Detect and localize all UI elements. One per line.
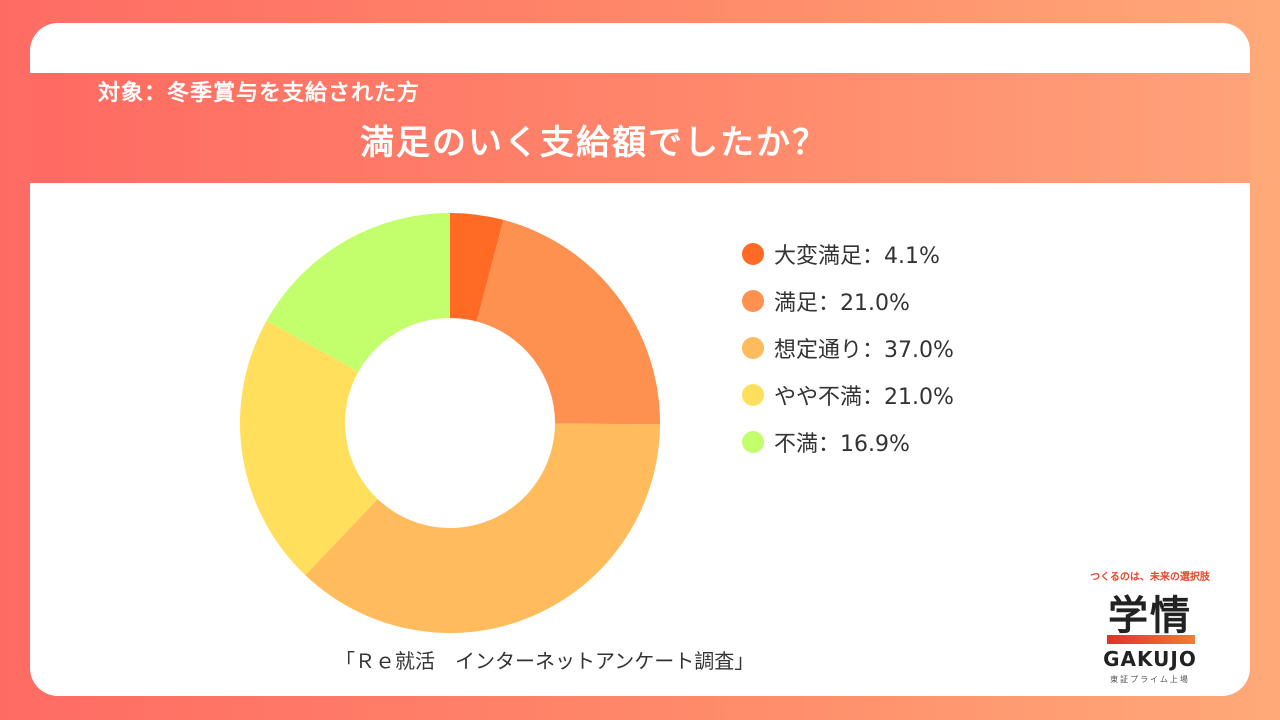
legend-label: 想定通り：37.0%	[774, 337, 954, 363]
title-banner	[30, 73, 1250, 183]
legend-label: 大変満足：4.1%	[774, 243, 940, 269]
legend-item-1: 大変満足：4.1%	[742, 230, 1162, 277]
logo-name: GAKUJO	[1103, 647, 1197, 671]
legend-swatch	[742, 336, 764, 359]
legend-item-3: 想定通り：37.0%	[742, 324, 1162, 371]
legend-item-4: やや不満：21.0%	[742, 371, 1162, 418]
legend-label: 満足：21.0%	[774, 290, 910, 316]
legend-swatch	[742, 242, 764, 265]
donut-slice-4	[239, 320, 378, 576]
logo-kanji: 学情	[1108, 593, 1192, 639]
logo-market: 東証プライム上場	[1110, 675, 1190, 684]
legend-item-5: 不満：16.9%	[742, 418, 1162, 465]
content-card: 対象：冬季賞与を支給された方 満足のいく支給額でしたか？ 大変満足：4.1% 満足…	[30, 23, 1250, 696]
survey-source: 「Ｒｅ就活 インターネットアンケート調査」	[335, 649, 755, 673]
chart-subtitle: 対象：冬季賞与を支給された方	[98, 81, 421, 106]
legend-swatch	[742, 430, 764, 453]
chart-legend: 大変満足：4.1% 満足：21.0% 想定通り：37.0% やや不満：21.0% 不満：…	[742, 230, 1162, 465]
donut-slice-1	[450, 213, 504, 322]
legend-swatch	[742, 383, 764, 406]
logo-tagline: つくるのは、未来の選択肢	[1090, 572, 1210, 583]
donut-chart	[239, 213, 660, 633]
legend-swatch	[742, 289, 764, 312]
logo-bar	[1107, 635, 1195, 644]
donut-slice-5	[266, 213, 450, 372]
chart-title: 満足のいく支給額でしたか？	[360, 123, 828, 163]
gakujo-logo: つくるのは、未来の選択肢 学情 GAKUJO 東証プライム上場	[1080, 563, 1220, 693]
donut-slice-2	[476, 219, 660, 425]
legend-item-2: 満足：21.0%	[742, 277, 1162, 324]
legend-label: 不満：16.9%	[774, 431, 910, 457]
legend-label: やや不満：21.0%	[774, 384, 954, 410]
donut-slice-3	[305, 423, 660, 633]
